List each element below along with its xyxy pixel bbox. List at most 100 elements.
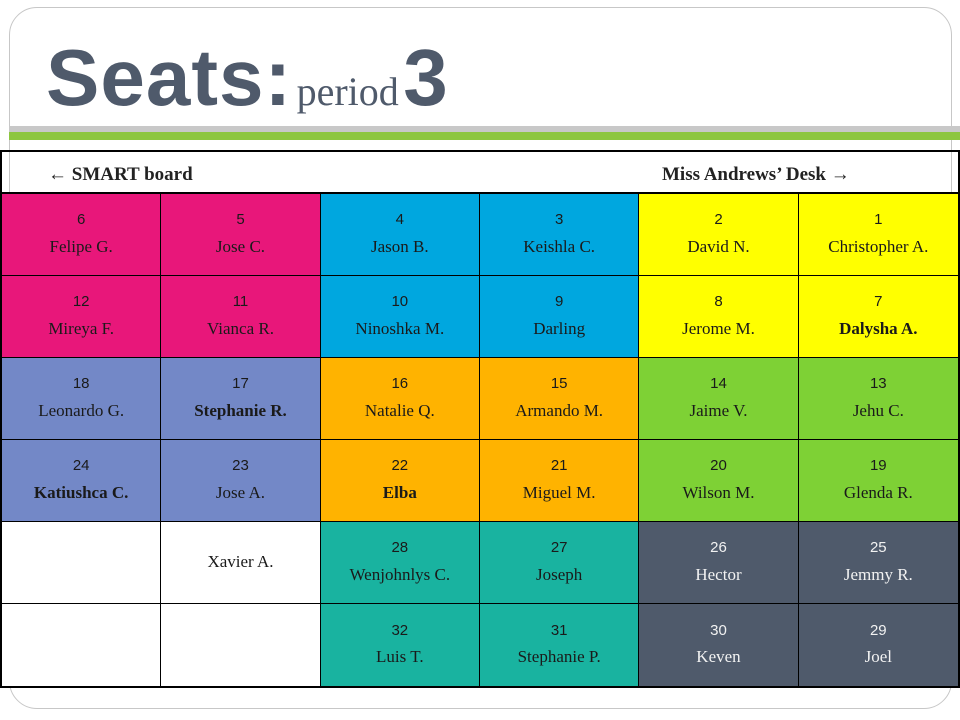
seat-cell: 16 Natalie Q. (320, 358, 480, 440)
seat-number: 28 (391, 539, 409, 557)
seat-cell: 18 Leonardo G. (2, 358, 162, 440)
seat-cell: 25 Jemmy R. (798, 522, 958, 604)
student-name: Vianca R. (207, 318, 274, 338)
seat-number: 19 (869, 457, 887, 475)
seat-number: 18 (72, 375, 90, 393)
seat-cell: 27 Joseph (479, 522, 640, 604)
accent-bar-green (9, 132, 960, 140)
seat-number: 32 (391, 621, 409, 639)
seat-number: 24 (72, 457, 90, 475)
student-name: Jaime V. (689, 400, 748, 420)
seat-number: 12 (72, 293, 90, 311)
seat-number: 27 (550, 539, 568, 557)
seat-number: 29 (869, 621, 887, 639)
student-name: Hector (695, 564, 742, 584)
seat-number: 22 (391, 457, 409, 475)
smart-board-label: ← SMART board (48, 164, 193, 185)
student-name: Ninoshka M. (355, 318, 445, 338)
seat-cell: 10 Ninoshka M. (320, 276, 480, 358)
seat-number: 13 (869, 375, 887, 393)
seat-number: 17 (232, 375, 249, 393)
seat-cell: 4 Jason B. (320, 194, 480, 276)
seat-number: 7 (874, 293, 883, 311)
student-name: Xavier A. (207, 552, 274, 572)
student-name: Stephanie P. (517, 647, 601, 667)
seat-cell: 5 Jose C. (161, 194, 321, 276)
seat-cell: 9 Darling (479, 276, 640, 358)
student-name: Mireya F. (48, 318, 114, 338)
student-name: Jason B. (371, 236, 429, 256)
classroom-front: ← SMART board Miss Andrews’ Desk → (0, 150, 960, 192)
seat-cell: 23 Jose A. (161, 440, 321, 522)
teacher-desk-label: Miss Andrews’ Desk → (662, 164, 850, 185)
seat-number: 3 (554, 211, 564, 229)
seat-cell: 24 Katiushca C. (2, 440, 162, 522)
seat-cell: 7 Dalysha A. (798, 276, 958, 358)
seat-number: 26 (710, 539, 727, 557)
seat-number: 25 (869, 539, 887, 557)
seat-cell: 3 Keishla C. (479, 194, 640, 276)
seat-number: 2 (714, 211, 723, 229)
student-name: Glenda R. (843, 482, 913, 502)
student-name: Christopher A. (828, 236, 929, 256)
title-word: Seats: (46, 33, 293, 122)
seat-cell: 12 Mireya F. (2, 276, 162, 358)
seat-number: 4 (395, 211, 404, 229)
seat-cell (161, 604, 321, 686)
student-name: Keishla C. (523, 236, 596, 256)
seat-cell: 8 Jerome M. (639, 276, 799, 358)
student-name: Joseph (536, 564, 583, 584)
student-name: Felipe G. (49, 236, 113, 256)
seat-cell: 19 Glenda R. (798, 440, 958, 522)
seat-cell: 6 Felipe G. (2, 194, 162, 276)
student-name: Jehu C. (852, 400, 904, 420)
seat-number: 6 (76, 211, 86, 229)
student-name: Darling (533, 318, 586, 338)
student-name: Katiushca C. (33, 482, 129, 502)
seat-number: 23 (232, 457, 249, 475)
seat-cell: 13 Jehu C. (798, 358, 958, 440)
student-name: Wilson M. (682, 482, 755, 502)
seat-cell: 29 Joel (798, 604, 958, 686)
accent-bar-gray (9, 126, 960, 132)
seat-cell: 1 Christopher A. (798, 194, 958, 276)
seat-number: 16 (391, 375, 409, 393)
seat-cell: 14 Jaime V. (639, 358, 799, 440)
seat-number: 1 (874, 211, 883, 229)
student-name: Jemmy R. (843, 564, 913, 584)
student-name: Joel (864, 647, 893, 667)
seat-cell: 28 Wenjohnlys C. (320, 522, 480, 604)
seat-number: 10 (391, 293, 409, 311)
seat-number: 9 (554, 293, 564, 311)
seat-number: 20 (710, 457, 727, 475)
student-name: Natalie Q. (364, 400, 435, 420)
student-name: Armando M. (515, 400, 604, 420)
seat-cell (2, 522, 162, 604)
seat-number: 21 (550, 457, 568, 475)
student-name: Luis T. (376, 647, 424, 667)
student-name: Jose C. (215, 236, 266, 256)
seat-cell (2, 604, 162, 686)
seat-number: 15 (550, 375, 568, 393)
seat-cell: 17 Stephanie R. (161, 358, 321, 440)
seat-number: 8 (714, 293, 723, 311)
seat-number: 31 (550, 621, 568, 639)
seat-cell: Xavier A. (161, 522, 321, 604)
seat-cell: 26 Hector (639, 522, 799, 604)
student-name: Keven (696, 647, 741, 667)
title-period-number: 3 (403, 33, 448, 122)
seat-cell: 11 Vianca R. (161, 276, 321, 358)
student-name: Jerome M. (682, 318, 755, 338)
page-title: Seats: period 3 (46, 32, 448, 132)
seat-cell: 20 Wilson M. (639, 440, 799, 522)
seating-grid: 6 Felipe G. 5 Jose C. 4 Jason B. 3 Keishla C. 2 D… (0, 192, 960, 688)
seat-number: 5 (236, 211, 245, 229)
seat-cell: 30 Keven (639, 604, 799, 686)
student-name: Stephanie R. (194, 400, 287, 420)
seat-number: 14 (710, 375, 727, 393)
student-name: David N. (687, 236, 750, 256)
seat-number: 11 (232, 293, 249, 311)
student-name: Elba (382, 482, 417, 502)
seat-number: 30 (710, 621, 727, 639)
seat-cell: 15 Armando M. (479, 358, 640, 440)
